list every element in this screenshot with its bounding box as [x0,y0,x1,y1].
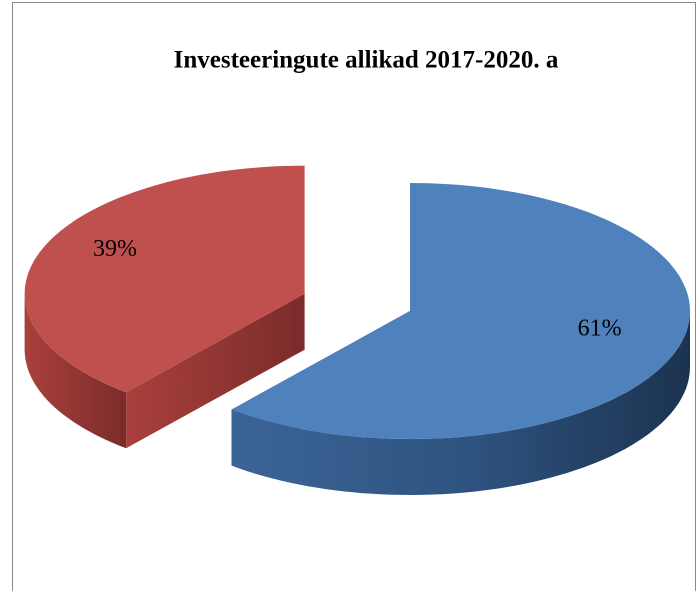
data-label: 61% [578,316,622,342]
chart-title: Investeeringute allikad 2017-2020. a [174,47,559,74]
slice-side [231,311,690,495]
slice-cut-face [126,293,305,449]
slice [24,165,305,393]
slice [231,183,690,439]
chart-frame [12,2,696,591]
data-label: 39% [93,236,137,262]
slice-side [24,293,127,449]
